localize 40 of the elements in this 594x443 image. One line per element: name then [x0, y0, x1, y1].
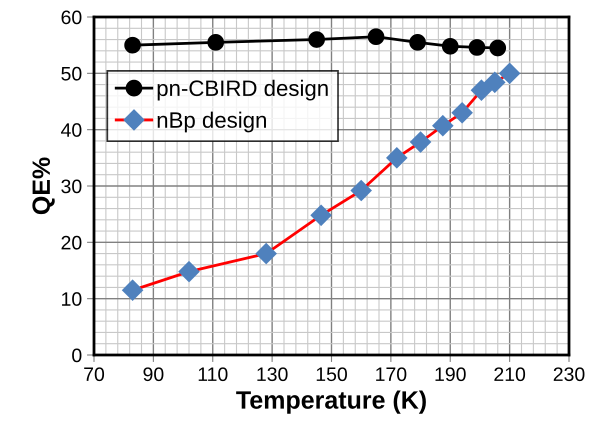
y-tick-label: 20	[62, 236, 82, 250]
point	[124, 36, 141, 54]
legend-label: nBp design	[158, 112, 266, 132]
point	[432, 115, 454, 136]
point	[409, 34, 426, 51]
point	[350, 180, 372, 202]
point	[368, 28, 384, 46]
point	[452, 102, 473, 124]
y-tick-label: 0	[72, 348, 82, 362]
y-tick-label: 40	[61, 123, 82, 137]
point	[308, 31, 325, 48]
point	[310, 204, 332, 226]
y-tick-label: 30	[61, 179, 82, 194]
x-tick-label: 130	[257, 367, 288, 382]
point	[207, 34, 224, 51]
legend-label: pn-CBIRD design	[158, 80, 328, 100]
x-tick-label: 90	[143, 367, 164, 382]
x-tick-label: 110	[198, 367, 228, 382]
point	[386, 147, 408, 168]
point	[499, 62, 520, 84]
x-tick-label: 210	[494, 367, 526, 382]
y-tick-label: 60	[62, 10, 82, 24]
x-tick-label: 70	[84, 367, 104, 382]
x-tick-label: 230	[554, 367, 584, 382]
point	[256, 243, 277, 264]
point	[410, 132, 432, 153]
point	[470, 80, 492, 101]
point	[484, 72, 506, 93]
x-axis-title: Temperature (K)	[236, 390, 426, 414]
point	[178, 261, 200, 282]
point	[489, 40, 506, 56]
point	[442, 38, 459, 55]
x-tick-label: 150	[316, 367, 347, 382]
point	[122, 280, 144, 301]
x-tick-label: 170	[376, 367, 406, 382]
x-tick-label: 190	[436, 367, 466, 382]
point	[468, 39, 486, 56]
y-tick-label: 10	[62, 292, 82, 306]
y-tick-label: 50	[61, 66, 82, 81]
y-axis-title: QE%	[32, 157, 55, 214]
